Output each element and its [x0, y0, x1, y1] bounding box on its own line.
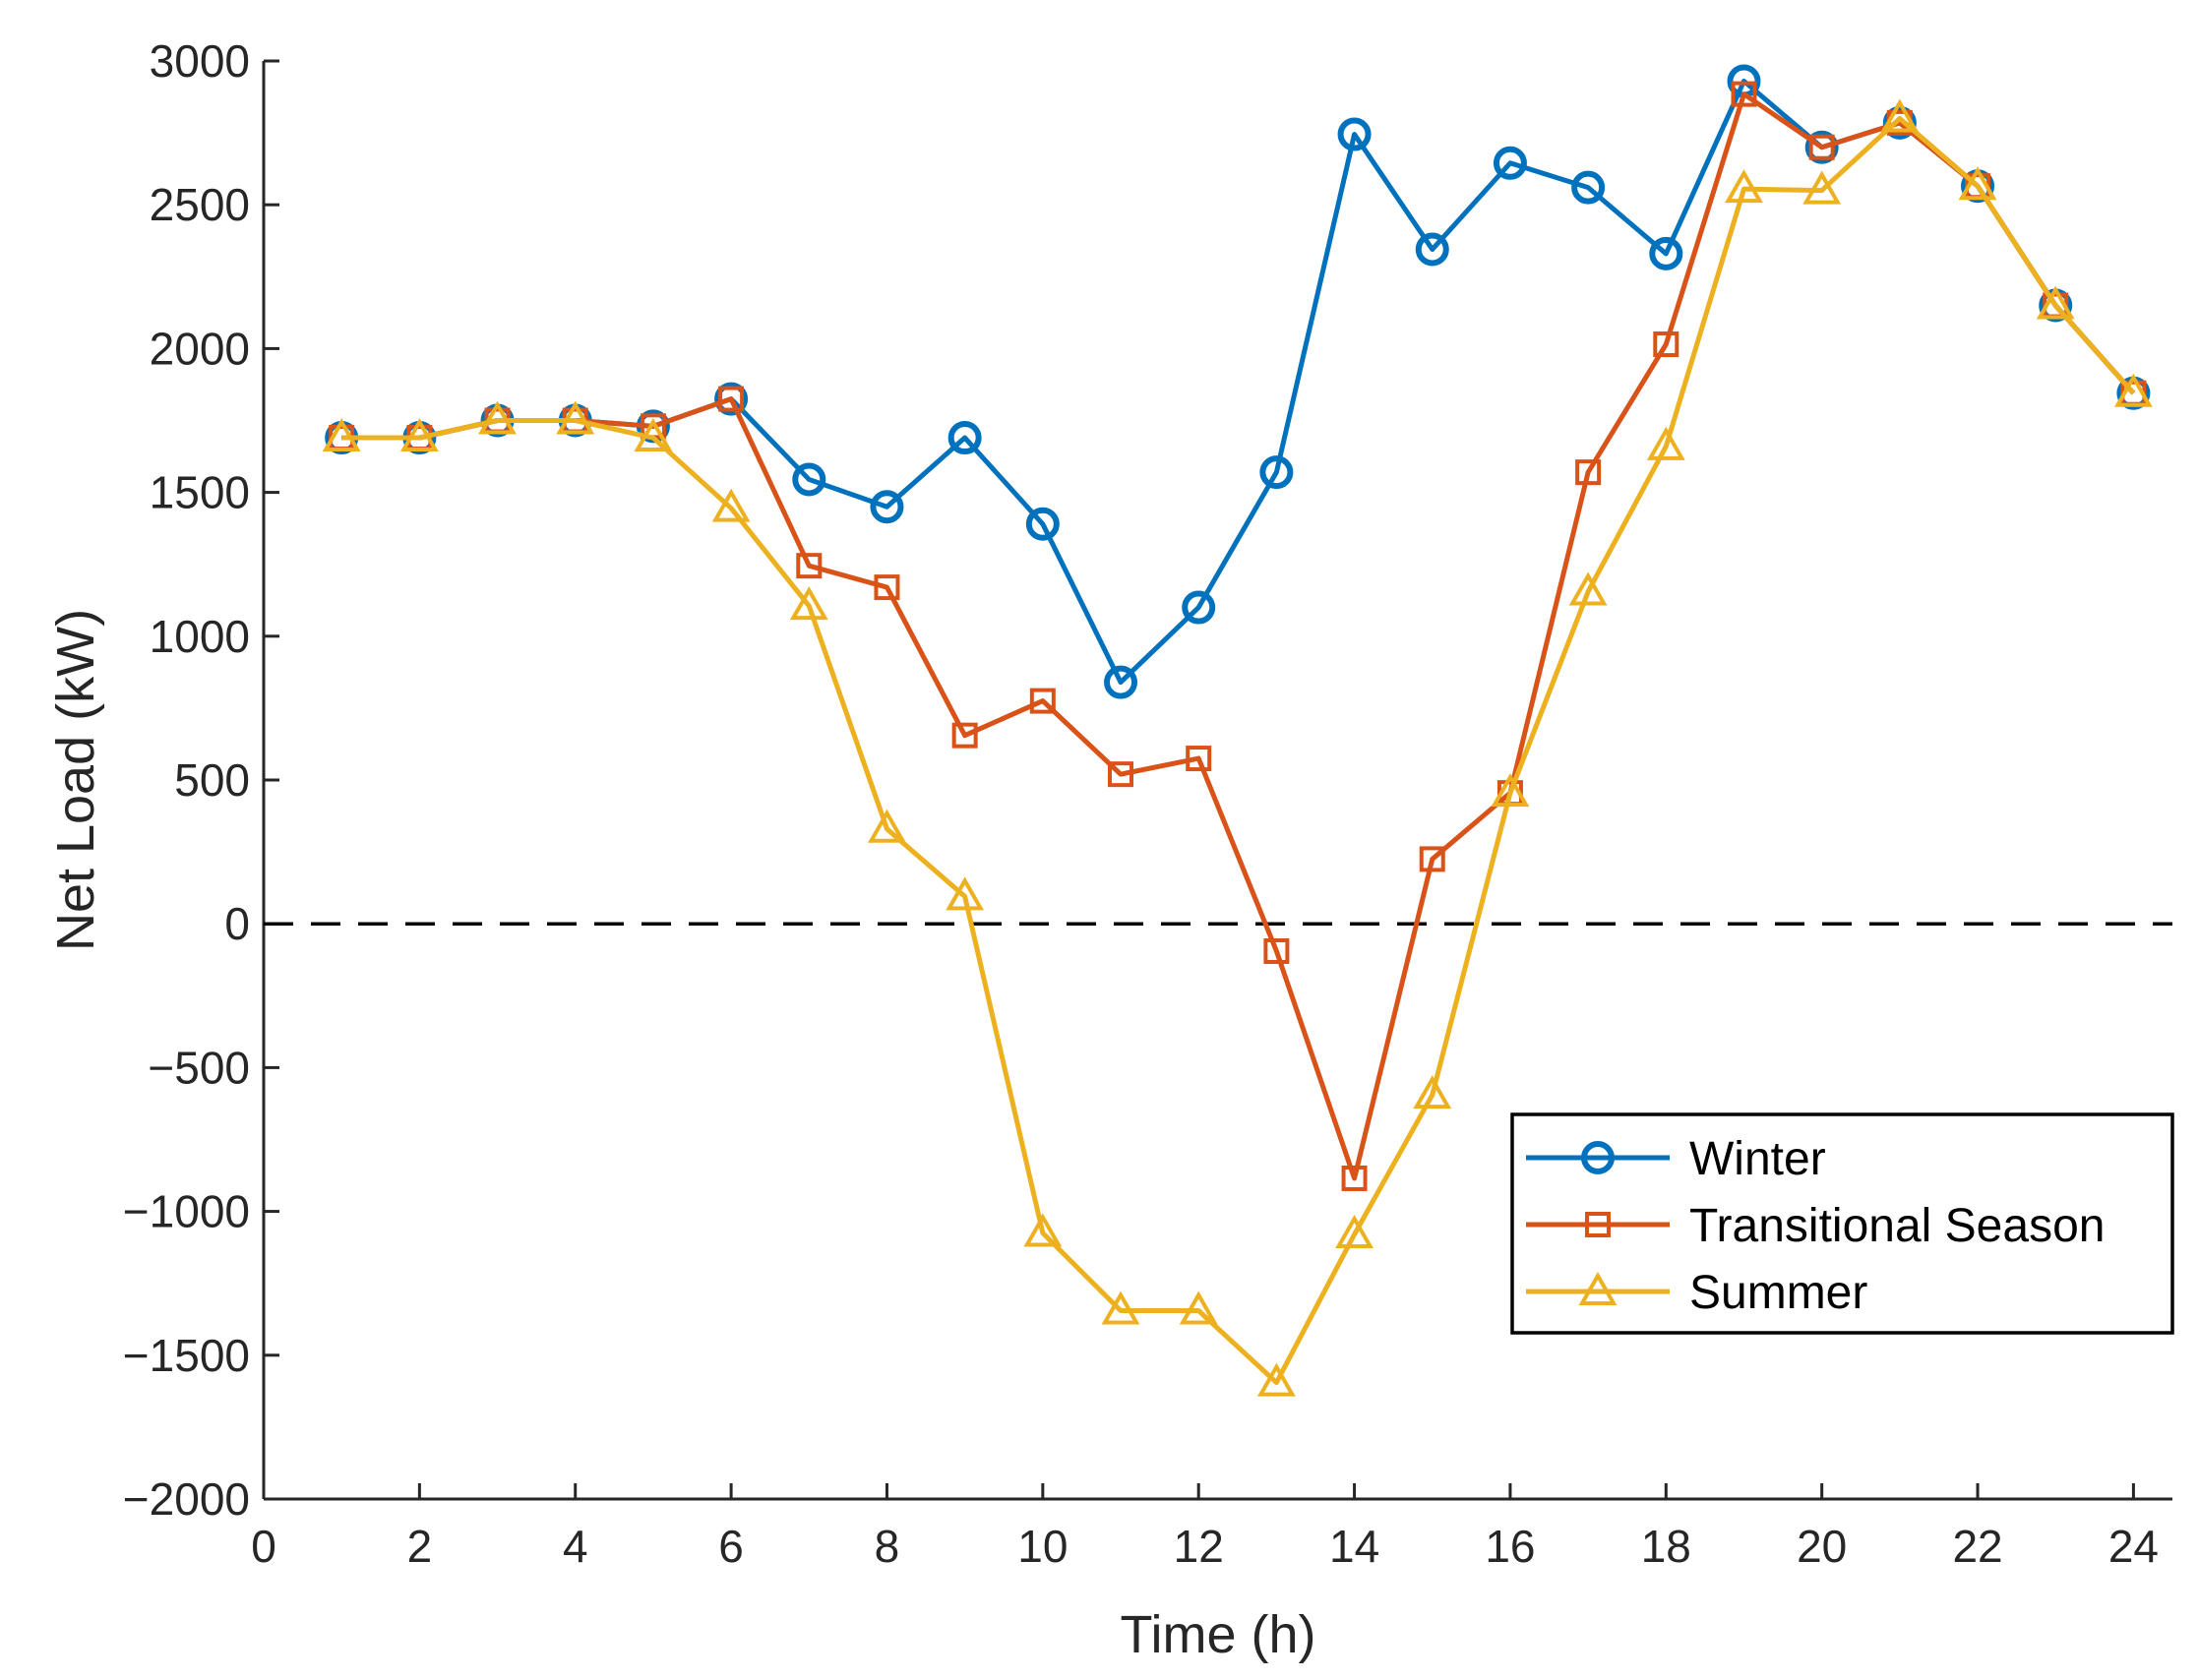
y-tick-label: −1000 — [123, 1186, 250, 1237]
triangle-marker — [789, 586, 828, 621]
square-marker — [1575, 459, 1602, 486]
x-tick-label: 10 — [1017, 1521, 1068, 1572]
y-tick-label: −2000 — [123, 1473, 250, 1525]
triangle-marker — [1179, 1290, 1218, 1325]
triangle-marker — [1568, 571, 1608, 606]
triangle-marker — [1578, 1271, 1618, 1305]
triangle-marker — [1646, 426, 1685, 460]
series-line — [341, 91, 2136, 1181]
circle-marker — [1337, 117, 1372, 151]
x-tick-label: 12 — [1174, 1521, 1224, 1572]
triangle-marker — [478, 400, 517, 435]
circle-marker — [870, 490, 904, 524]
x-tick-label: 24 — [2108, 1521, 2159, 1572]
series-transitional-season — [329, 81, 2147, 1191]
x-tick-label: 0 — [251, 1521, 276, 1572]
square-marker — [1108, 761, 1134, 788]
triangle-marker — [1413, 1075, 1452, 1110]
circle-marker — [1182, 590, 1216, 625]
square-marker — [1263, 937, 1290, 964]
circle-marker — [714, 382, 749, 416]
x-axis-label: Time (h) — [1121, 1605, 1316, 1664]
legend-item: Transitional Season — [1526, 1200, 2105, 1252]
square-marker — [718, 386, 745, 412]
x-tick-label: 18 — [1641, 1521, 1691, 1572]
triangle-marker — [1335, 1214, 1374, 1248]
square-marker — [1585, 1212, 1611, 1237]
square-marker — [1419, 846, 1445, 872]
series-group — [322, 64, 2153, 1397]
y-tick-label: 1000 — [150, 611, 250, 662]
square-marker — [874, 574, 900, 601]
triangle-marker — [868, 809, 906, 843]
triangle-marker — [556, 400, 595, 435]
triangle-marker — [1491, 773, 1530, 808]
series-winter — [325, 64, 2151, 699]
x-tick-label: 16 — [1485, 1521, 1535, 1572]
y-tick-label: 0 — [224, 898, 250, 949]
square-marker — [1341, 1165, 1368, 1191]
circle-marker — [1493, 146, 1527, 180]
square-marker — [1029, 688, 1056, 714]
circle-marker — [1649, 236, 1683, 270]
circle-marker — [792, 462, 826, 497]
square-marker — [1808, 134, 1835, 160]
axes: 0 2 4 6 8 10 12 14 16 18 20 22 24−2000−1500−1000−500… — [123, 35, 2172, 1572]
x-tick-label: 6 — [718, 1521, 744, 1572]
circle-marker — [1259, 455, 1294, 490]
square-marker — [951, 722, 978, 749]
x-tick-label: 22 — [1952, 1521, 2002, 1572]
legend-item: Winter — [1526, 1133, 1826, 1185]
triangle-marker — [1958, 166, 1997, 201]
triangle-marker — [1101, 1290, 1140, 1325]
circle-marker — [1104, 665, 1138, 699]
y-tick-label: 500 — [174, 754, 250, 806]
square-marker — [1653, 331, 1679, 358]
circle-marker — [947, 421, 982, 455]
series-line — [341, 78, 2136, 686]
triangle-marker — [399, 418, 439, 452]
triangle-marker — [1725, 169, 1763, 204]
triangle-marker — [1256, 1362, 1296, 1397]
square-marker — [1731, 81, 1757, 107]
legend-label: Transitional Season — [1689, 1200, 2105, 1252]
x-tick-label: 20 — [1797, 1521, 1847, 1572]
y-tick-label: 2000 — [150, 323, 250, 374]
legend-label: Summer — [1689, 1267, 1867, 1319]
x-tick-label: 14 — [1329, 1521, 1379, 1572]
series-summer — [322, 98, 2153, 1397]
circle-marker — [1882, 105, 1917, 140]
x-tick-label: 4 — [563, 1521, 588, 1572]
circle-marker — [1025, 507, 1060, 541]
x-tick-label: 2 — [407, 1521, 433, 1572]
triangle-marker — [634, 418, 673, 452]
y-tick-label: 2500 — [150, 179, 250, 230]
circle-marker — [1581, 1141, 1615, 1174]
x-tick-label: 8 — [875, 1521, 900, 1572]
y-tick-label: 3000 — [150, 35, 250, 87]
square-marker — [796, 553, 823, 579]
square-marker — [1186, 746, 1212, 772]
triangle-marker — [2036, 285, 2075, 320]
y-tick-label: −1500 — [123, 1330, 250, 1381]
y-tick-label: 1500 — [150, 467, 250, 518]
legend: Winter Transitional Season Summer — [1510, 1112, 2174, 1335]
triangle-marker — [2113, 373, 2153, 407]
circle-marker — [1804, 130, 1839, 164]
circle-marker — [1571, 170, 1606, 205]
triangle-marker — [711, 488, 751, 522]
legend-label: Winter — [1689, 1133, 1826, 1185]
y-axis-label: Net Load (kW) — [46, 609, 105, 951]
triangle-marker — [1880, 98, 1920, 133]
y-tick-label: −500 — [148, 1042, 250, 1093]
legend-item: Summer — [1526, 1267, 1867, 1319]
triangle-marker — [322, 418, 361, 452]
circle-marker — [1415, 232, 1449, 267]
triangle-marker — [1023, 1213, 1063, 1247]
triangle-marker — [1802, 170, 1842, 205]
series-line — [341, 115, 2136, 1386]
triangle-marker — [946, 876, 985, 911]
